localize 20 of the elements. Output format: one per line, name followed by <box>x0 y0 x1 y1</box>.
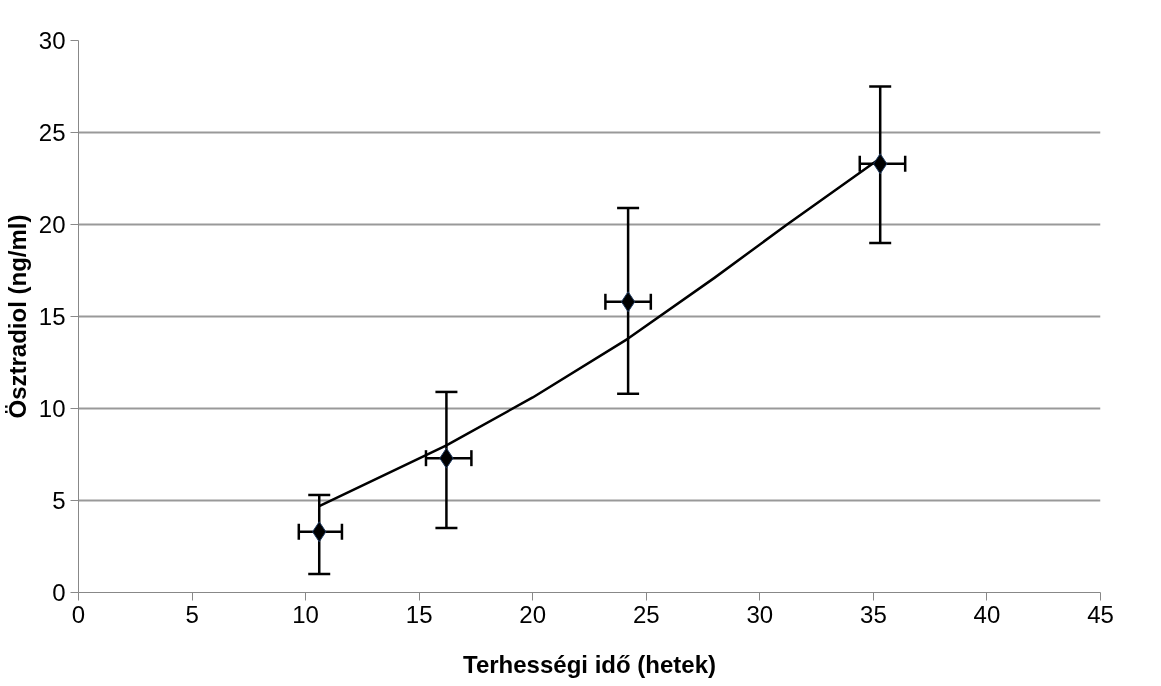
y-tick-label: 10 <box>38 395 66 422</box>
point <box>620 291 636 313</box>
y-tick-label: 20 <box>38 211 66 238</box>
x-tick-label: 45 <box>1087 600 1114 628</box>
x-tick-label: 20 <box>519 600 547 628</box>
x-tick-label: 0 <box>71 600 86 628</box>
y-tick-label: 5 <box>52 487 66 514</box>
x-tick-label: 25 <box>632 600 660 628</box>
x-tick-label: 30 <box>746 600 774 628</box>
y-tick-label: 25 <box>38 119 66 146</box>
y-tick-label: 30 <box>38 27 66 54</box>
x-tick-label: 35 <box>860 600 887 628</box>
x-tick-label: 15 <box>405 600 433 628</box>
x-tick-label: 40 <box>973 600 1001 628</box>
x-tick-label: 5 <box>185 600 199 628</box>
y-tick-label: 0 <box>52 579 66 606</box>
x-tick-label: 10 <box>292 600 319 628</box>
y-tick-label: 15 <box>38 303 66 330</box>
x-axis-title: Terhességi idő (hetek) <box>463 650 716 678</box>
y-axis-title: Ösztradiol (ng/ml) <box>3 214 31 419</box>
